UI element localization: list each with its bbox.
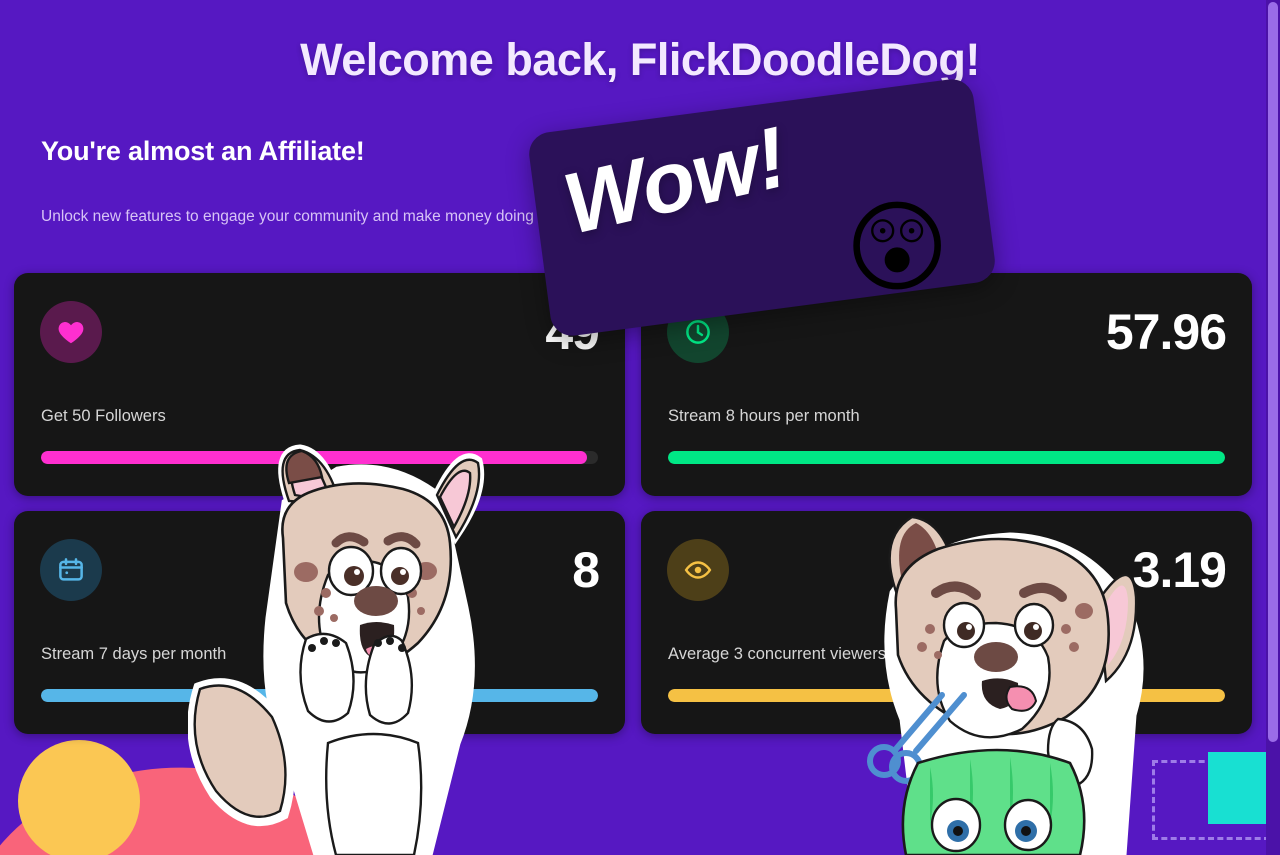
- affiliate-heading: You're almost an Affiliate!: [41, 136, 365, 166]
- page-title: Welcome back, FlickDoodleDog!: [300, 34, 980, 85]
- progress-bar-track: [41, 689, 598, 702]
- progress-bar-fill: [668, 689, 1225, 702]
- heart-icon: [40, 301, 102, 363]
- achievement-label: Get 50 Followers: [41, 407, 166, 425]
- achievement-card-followers[interactable]: 49 Get 50 Followers: [14, 273, 625, 496]
- progress-bar-track: [668, 689, 1225, 702]
- metric-value: 8: [572, 542, 600, 598]
- metric-value: 3.19: [1132, 542, 1227, 598]
- page-scrollbar-thumb[interactable]: [1268, 2, 1278, 742]
- achievement-label: Stream 7 days per month: [41, 645, 227, 663]
- card-header: 8: [40, 535, 600, 605]
- achievement-label: Average 3 concurrent viewers: [668, 645, 886, 663]
- achievement-card-grid: 49 Get 50 Followers 57.96 Stream 8 hours…: [14, 273, 1252, 734]
- achievement-card-stream-hours[interactable]: 57.96 Stream 8 hours per month: [641, 273, 1252, 496]
- progress-bar-fill: [41, 689, 598, 702]
- calendar-icon: [40, 539, 102, 601]
- progress-bar-fill: [41, 451, 587, 464]
- affiliate-subtitle-text: Unlock new features to engage your commu…: [41, 208, 642, 225]
- astonished-face-emoji: 😲: [845, 192, 950, 304]
- decorative-yellow-circle: [18, 740, 140, 855]
- achievement-label: Stream 8 hours per month: [668, 407, 860, 425]
- page-scrollbar-track[interactable]: [1266, 0, 1280, 855]
- progress-bar-track: [41, 451, 598, 464]
- card-header: 3.19: [667, 535, 1227, 605]
- card-header: 49: [40, 297, 600, 367]
- progress-bar-fill: [668, 451, 1225, 464]
- metric-value: 57.96: [1105, 304, 1227, 360]
- eye-icon: [667, 539, 729, 601]
- progress-bar-track: [668, 451, 1225, 464]
- achievement-card-concurrent-viewers[interactable]: 3.19 Average 3 concurrent viewers: [641, 511, 1252, 734]
- achievement-card-stream-days[interactable]: 8 Stream 7 days per month: [14, 511, 625, 734]
